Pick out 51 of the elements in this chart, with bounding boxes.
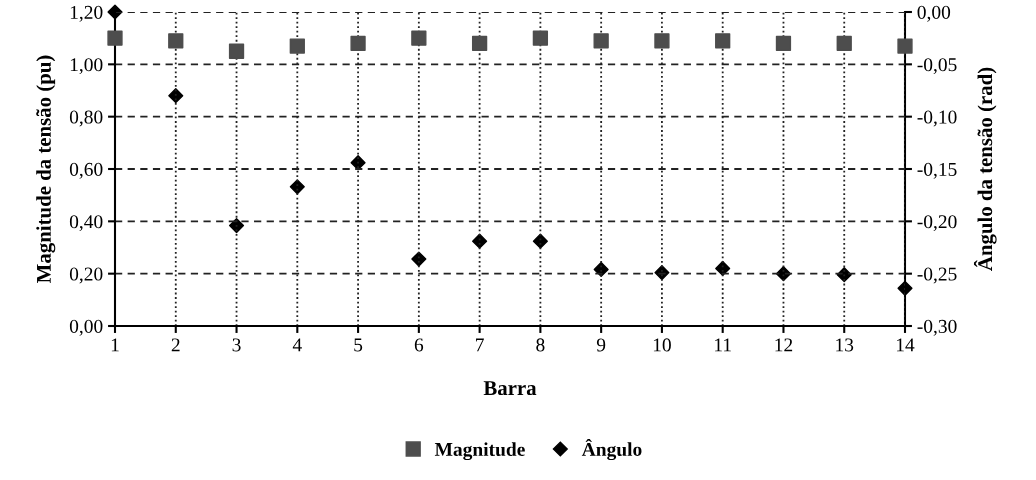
point — [168, 33, 184, 49]
point — [654, 33, 670, 49]
y2-axis-title: Ângulo da tensão (rad) — [973, 67, 997, 271]
y-axis-title: Magnitude da tensão (pu) — [36, 55, 56, 283]
y2-tick-label: -0,15 — [917, 162, 957, 179]
y-tick-label: 0,40 — [69, 215, 103, 232]
x-tick-label: 2 — [171, 338, 180, 352]
point — [411, 30, 427, 46]
x-tick-label: 9 — [596, 338, 606, 352]
y-tick-label: 0,80 — [69, 110, 103, 127]
x-tick-label: 1 — [111, 338, 119, 352]
x-tick-label: 7 — [476, 338, 484, 352]
point — [593, 33, 609, 49]
point — [532, 30, 549, 46]
y2-tick-label: -0,05 — [917, 58, 957, 75]
point — [350, 35, 366, 52]
legend-label: Ângulo — [581, 438, 642, 461]
y-tick-label: 1,20 — [70, 5, 103, 22]
point — [836, 35, 852, 52]
x-tick-label: 3 — [232, 338, 241, 352]
x-tick-label: 10 — [653, 338, 671, 352]
x-tick-label: 4 — [292, 338, 302, 352]
y2-tick-label: -0,10 — [917, 110, 957, 127]
x-tick-label: 13 — [836, 338, 854, 352]
point — [897, 38, 913, 54]
y2-tick-label: -0,30 — [917, 319, 957, 336]
x-tick-label: 5 — [354, 338, 363, 352]
x-tick-label: 8 — [536, 338, 545, 352]
y-tick-label: 1,00 — [70, 58, 103, 75]
x-tick-label: 6 — [414, 338, 424, 352]
point — [775, 35, 792, 52]
y-tick-label: 0,00 — [69, 319, 103, 336]
point — [715, 33, 731, 49]
y-tick-label: 0,60 — [69, 162, 103, 179]
x-axis-title: Barra — [483, 381, 537, 396]
y2-tick-label: -0,25 — [917, 267, 957, 284]
legend-label: Magnitude — [434, 442, 525, 461]
point — [289, 38, 305, 54]
point — [471, 35, 488, 52]
point — [897, 280, 913, 296]
y-tick-label: 0,20 — [69, 267, 103, 284]
point — [411, 251, 427, 267]
y2-tick-label: 0,00 — [917, 5, 951, 22]
point — [472, 233, 488, 249]
x-tick-label: 12 — [775, 338, 793, 352]
point — [532, 233, 548, 249]
y2-tick-label: -0,20 — [917, 215, 957, 232]
point — [228, 43, 245, 59]
x-tick-label: 11 — [715, 338, 731, 352]
x-tick-label: 14 — [896, 338, 915, 352]
point — [107, 30, 123, 46]
